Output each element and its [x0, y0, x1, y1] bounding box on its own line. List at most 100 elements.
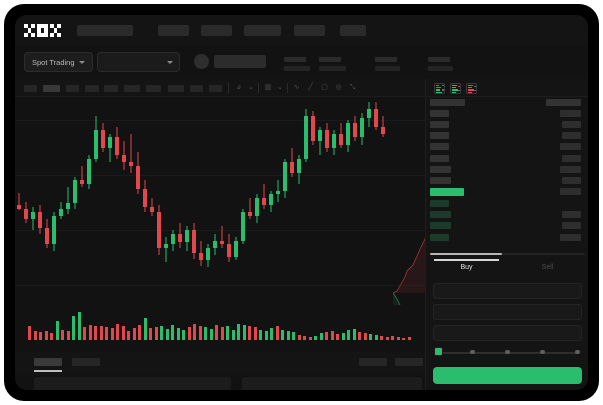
nav-item-1[interactable] — [77, 25, 133, 36]
volume-bar — [259, 330, 263, 340]
candle-body — [17, 205, 22, 209]
candle-body — [45, 228, 50, 245]
volume-bar — [143, 317, 147, 340]
ob-mode-bids-only[interactable] — [450, 83, 461, 94]
order-amount-field[interactable] — [433, 304, 582, 320]
candle — [220, 97, 225, 305]
candle-body — [143, 189, 148, 207]
ob-amount-cell — [562, 211, 581, 219]
volume-bar — [231, 330, 235, 340]
candle-body — [206, 247, 211, 261]
amount-slider-handle[interactable] — [434, 347, 443, 356]
candle — [185, 97, 190, 305]
ob-mode-line — [452, 85, 457, 87]
timeframe-button-7[interactable] — [146, 85, 161, 92]
tab-filter-2[interactable] — [395, 358, 423, 366]
nav-item-4[interactable] — [244, 25, 281, 36]
bottom-panel-right[interactable] — [242, 377, 422, 390]
okx-logo[interactable] — [24, 24, 62, 37]
camera-icon[interactable]: ▢ — [321, 84, 328, 91]
candle — [269, 97, 274, 305]
tab-filter-1[interactable] — [359, 358, 387, 366]
candle-wick — [277, 180, 279, 202]
fullscreen-icon[interactable]: ⤡ — [349, 84, 356, 91]
nav-item-6[interactable] — [340, 25, 366, 36]
candle — [283, 97, 288, 305]
indicators-icon[interactable]: ⫝̸ — [236, 84, 242, 91]
orderbook-ask-row[interactable] — [426, 131, 588, 141]
candle-body — [94, 130, 99, 159]
orderbook-ask-row[interactable] — [426, 108, 588, 118]
ob-mode-asks-only[interactable] — [466, 83, 477, 94]
bottom-panel-left[interactable] — [34, 377, 231, 390]
orderbook-ask-row[interactable] — [426, 142, 588, 152]
slider-step-dot[interactable] — [540, 349, 545, 354]
pair-select-dropdown[interactable] — [97, 52, 180, 72]
candle-body — [164, 244, 169, 248]
candle-body — [157, 212, 162, 248]
submit-buy-button[interactable] — [433, 367, 582, 384]
nav-item-2[interactable] — [158, 25, 189, 36]
candle-body — [115, 137, 120, 156]
chevron-down-icon-2[interactable]: ⌄ — [277, 84, 283, 91]
orderbook-ask-row[interactable] — [426, 164, 588, 174]
timeframe-button-4[interactable] — [85, 85, 99, 92]
timeframe-button-2[interactable] — [43, 85, 60, 92]
ob-mode-line — [468, 89, 474, 91]
candle — [192, 97, 197, 305]
slider-step-dot[interactable] — [505, 349, 510, 354]
slider-step-dot[interactable] — [575, 349, 580, 354]
trade-mode-dropdown[interactable]: Spot Trading — [24, 52, 93, 72]
ob-mode-line — [468, 85, 473, 87]
orderbook-scrollbar[interactable] — [430, 253, 585, 255]
timeframe-button-9[interactable] — [190, 85, 203, 92]
tab-order-history[interactable] — [72, 358, 100, 366]
orderbook[interactable] — [426, 97, 588, 255]
candle-body — [80, 180, 85, 184]
nav-item-5[interactable] — [294, 25, 325, 36]
orderbook-ask-row[interactable] — [426, 175, 588, 185]
candle-body — [52, 215, 57, 245]
order-total-field[interactable] — [433, 325, 582, 341]
candle-body — [332, 133, 337, 149]
settings-icon[interactable]: ◎ — [335, 84, 342, 91]
candle-body — [339, 133, 344, 145]
orderbook-ask-row[interactable] — [426, 119, 588, 129]
orderbook-bid-row[interactable] — [426, 198, 588, 208]
tab-open-orders[interactable] — [34, 358, 62, 366]
timeframe-button-5[interactable] — [104, 85, 118, 92]
tab-buy[interactable]: Buy — [460, 264, 473, 271]
candle — [276, 97, 281, 305]
ob-mode-both[interactable] — [434, 83, 445, 94]
timeframe-button-3[interactable] — [66, 85, 79, 92]
price-candlestick-chart[interactable] — [15, 97, 441, 383]
volume-bar — [380, 336, 384, 340]
orderbook-header-row[interactable] — [426, 97, 588, 107]
orderbook-bid-row[interactable] — [426, 210, 588, 220]
orderbook-ask-row[interactable] — [426, 153, 588, 163]
timeframe-button-10[interactable] — [209, 85, 222, 92]
candle-body — [325, 130, 330, 149]
candle-wick — [319, 126, 321, 156]
orderbook-bid-row[interactable] — [426, 232, 588, 242]
candle — [52, 97, 57, 305]
chevron-down-icon[interactable]: ⌄ — [248, 84, 254, 91]
timeframe-button-8[interactable] — [168, 85, 184, 92]
ruler-icon[interactable]: ╱ — [308, 84, 313, 91]
timeframe-button-6[interactable] — [124, 85, 140, 92]
order-price-field[interactable] — [433, 283, 582, 299]
ob-price-cell — [430, 143, 449, 151]
candle-body — [248, 212, 253, 216]
chevron-down-icon — [167, 60, 173, 64]
nav-item-3[interactable] — [201, 25, 232, 36]
tab-sell[interactable]: Sell — [541, 264, 554, 271]
candle-body — [66, 203, 71, 209]
slider-step-dot[interactable] — [470, 349, 475, 354]
ob-mode-line — [452, 89, 458, 91]
timeframe-button-1[interactable] — [24, 85, 37, 92]
orderbook-last-price-row[interactable] — [426, 187, 588, 197]
orderbook-bid-row[interactable] — [426, 221, 588, 231]
candle-body — [276, 190, 281, 195]
chart-type-icon[interactable]: ▥ — [264, 84, 272, 91]
line-tool-icon[interactable]: ∿ — [293, 84, 300, 91]
